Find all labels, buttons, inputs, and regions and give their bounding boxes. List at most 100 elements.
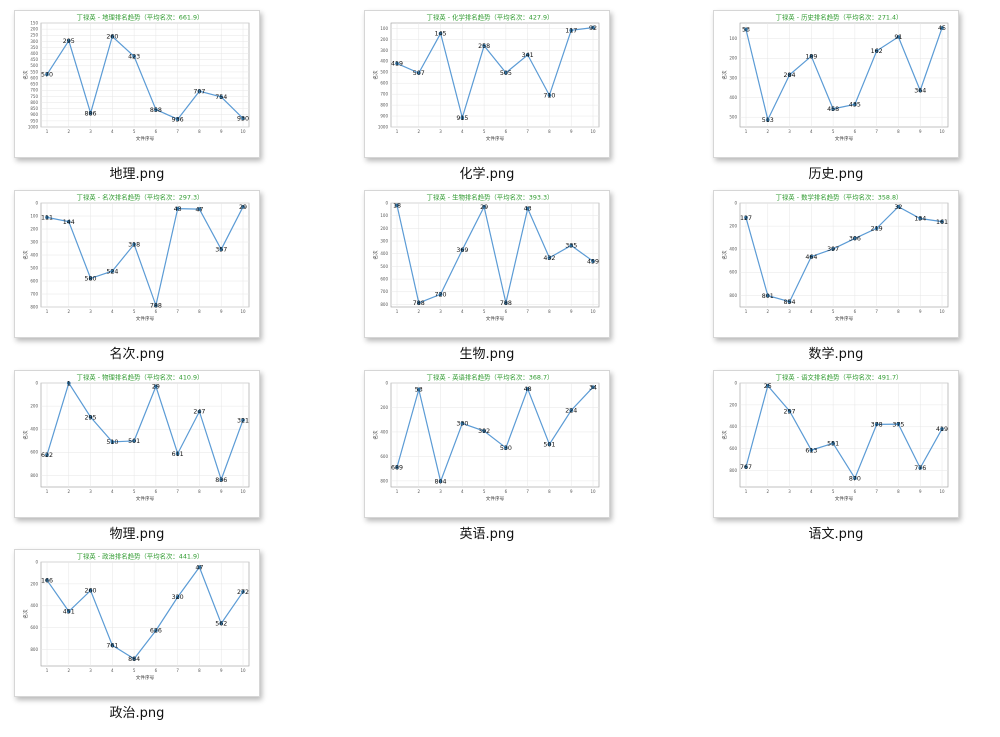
file-tile[interactable]: 丁禄英 - 化学排名趋势（平均名次：427.9） 100 200 300 400 500 6… (364, 10, 610, 190)
y-tick-label: 500 (380, 70, 388, 75)
y-tick-label: 600 (729, 446, 737, 451)
file-name[interactable]: 名次.png (109, 347, 165, 362)
x-tick-label: 9 (919, 309, 922, 314)
file-tile[interactable]: 丁禄英 - 名次排名趋势（平均名次：297.3） 0 100 200 300 400 500… (14, 190, 260, 370)
x-tick-label: 9 (570, 129, 573, 134)
file-tile[interactable]: 丁禄英 - 英语排名趋势（平均名次：368.7） 0 200 400 600 800 1 2 3… (364, 370, 610, 550)
file-name[interactable]: 化学.png (459, 167, 515, 182)
data-label: 530 (500, 445, 512, 452)
line-chart: 丁禄英 - 政治排名趋势（平均名次：441.9） 0 200 400 600 800 1 2 3… (22, 552, 250, 681)
file-tile[interactable]: 丁禄英 - 语文排名趋势（平均名次：491.7） 0 200 400 600 800 1 2 3… (713, 370, 959, 550)
data-label: 884 (128, 656, 140, 663)
x-tick-label: 2 (418, 129, 421, 134)
data-point (175, 206, 180, 211)
x-tick-label: 10 (590, 489, 596, 494)
data-point (525, 387, 530, 391)
x-tick-label: 6 (155, 309, 158, 314)
y-tick-label: 600 (30, 75, 38, 80)
file-name[interactable]: 英语.png (459, 527, 515, 542)
data-point (416, 387, 421, 392)
chart-title: 丁禄英 - 地理排名趋势（平均名次：661.9） (77, 13, 204, 22)
data-point (874, 226, 879, 231)
y-tick-label: 200 (729, 402, 737, 407)
thumbnail[interactable]: 丁禄英 - 生物排名趋势（平均名次：393.3） 0 100 200 300 400 500… (364, 190, 610, 338)
data-label: 295 (63, 38, 75, 45)
file-name[interactable]: 历史.png (808, 167, 864, 182)
x-tick-label: 3 (89, 668, 92, 673)
data-label: 378 (871, 422, 883, 429)
x-tick-label: 2 (68, 668, 71, 673)
file-name[interactable]: 生物.png (459, 347, 515, 362)
thumbnail[interactable]: 丁禄英 - 政治排名趋势（平均名次：441.9） 0 200 400 600 800 1 2 3… (14, 549, 260, 697)
y-tick-label: 200 (30, 404, 38, 409)
data-label: 570 (41, 72, 53, 79)
file-name[interactable]: 政治.png (109, 706, 165, 721)
data-point (460, 421, 465, 426)
x-tick-label: 9 (919, 489, 922, 494)
file-tile[interactable]: 丁禄英 - 历史排名趋势（平均名次：271.4） 100 200 300 400 500 1… (713, 10, 959, 190)
file-tile[interactable]: 丁禄英 - 政治排名趋势（平均名次：441.9） 0 200 400 600 800 1 2 3… (14, 549, 260, 729)
y-tick-label: 700 (380, 92, 388, 97)
x-axis-label: 文件序号 (136, 315, 155, 322)
x-tick-label: 6 (505, 489, 508, 494)
thumbnail[interactable]: 丁禄英 - 名次排名趋势（平均名次：297.3） 0 100 200 300 400 500… (14, 190, 260, 338)
file-name[interactable]: 语文.png (808, 527, 864, 542)
y-tick-label: 800 (380, 302, 388, 307)
file-tile[interactable]: 丁禄英 - 物理排名趋势（平均名次：410.9） 0 200 400 600 800 1 2 3… (14, 370, 260, 550)
data-label: 284 (784, 72, 796, 79)
y-tick-label: 200 (380, 405, 388, 410)
y-tick-label: 0 (35, 559, 38, 564)
y-tick-label: 250 (30, 33, 38, 38)
y-tick-label: 600 (30, 450, 38, 455)
thumbnail[interactable]: 丁禄英 - 语文排名趋势（平均名次：491.7） 0 200 400 600 800 1 2 3… (713, 370, 959, 518)
y-tick-label: 400 (30, 427, 38, 432)
y-tick-label: 0 (35, 200, 38, 205)
data-label: 580 (85, 276, 97, 283)
data-point (591, 25, 595, 30)
data-point (460, 248, 465, 252)
file-name[interactable]: 地理.png (109, 167, 165, 182)
file-name[interactable]: 物理.png (109, 527, 165, 542)
y-axis-label: 名次 (721, 250, 728, 260)
thumbnail[interactable]: 丁禄英 - 历史排名趋势（平均名次：271.4） 100 200 300 400 500 1… (713, 10, 959, 158)
data-point (765, 117, 770, 122)
line-chart: 丁禄英 - 生物排名趋势（平均名次：393.3） 0 100 200 300 400 500… (372, 193, 600, 322)
file-tile[interactable]: 丁禄英 - 地理排名趋势（平均名次：661.9） 150 200 250 300 350 4… (14, 10, 260, 190)
y-axis-label: 名次 (22, 609, 29, 619)
x-tick-label: 6 (155, 489, 158, 494)
file-tile[interactable]: 丁禄英 - 数学排名趋势（平均名次：358.8） 0 200 400 600 800 1 2 3… (713, 190, 959, 370)
x-tick-label: 1 (396, 309, 399, 314)
x-tick-label: 9 (570, 309, 573, 314)
x-tick-label: 1 (46, 668, 49, 673)
x-tick-label: 4 (810, 129, 813, 134)
data-label: 613 (805, 447, 817, 454)
data-point (504, 301, 508, 305)
data-point (940, 26, 944, 30)
thumbnail[interactable]: 丁禄英 - 化学排名趋势（平均名次：427.9） 100 200 300 400 500 6… (364, 10, 610, 158)
data-label: 804 (435, 479, 447, 486)
data-point (45, 72, 49, 77)
y-tick-label: 300 (30, 239, 38, 244)
x-tick-label: 9 (220, 309, 223, 314)
thumbnail[interactable]: 丁禄英 - 地理排名趋势（平均名次：661.9） 150 200 250 300 350 4… (14, 10, 260, 158)
thumbnail[interactable]: 丁禄英 - 英语排名趋势（平均名次：368.7） 0 200 400 600 800 1 2 3… (364, 370, 610, 518)
data-label: 272 (237, 589, 249, 596)
data-label: 53 (742, 27, 750, 34)
file-name[interactable]: 数学.png (808, 347, 864, 362)
y-tick-label: 800 (30, 647, 38, 652)
y-tick-label: 350 (30, 45, 38, 50)
thumbnail[interactable]: 丁禄英 - 物理排名趋势（平均名次：410.9） 0 200 400 600 800 1 2 3… (14, 370, 260, 518)
data-label: 224 (565, 408, 577, 415)
file-tile[interactable]: 丁禄英 - 生物排名趋势（平均名次：393.3） 0 100 200 300 400 500… (364, 190, 610, 370)
data-point (241, 589, 245, 594)
series-line (745, 384, 943, 480)
x-tick-label: 3 (439, 309, 442, 314)
y-tick-label: 400 (729, 424, 737, 429)
x-tick-label: 4 (461, 309, 464, 314)
y-tick-label: 950 (30, 118, 38, 123)
y-tick-label: 800 (30, 473, 38, 478)
thumbnail[interactable]: 丁禄英 - 数学排名趋势（平均名次：358.8） 0 200 400 600 800 1 2 3… (713, 190, 959, 338)
x-tick-label: 10 (240, 129, 246, 134)
x-tick-label: 5 (832, 129, 835, 134)
data-point (853, 102, 857, 107)
